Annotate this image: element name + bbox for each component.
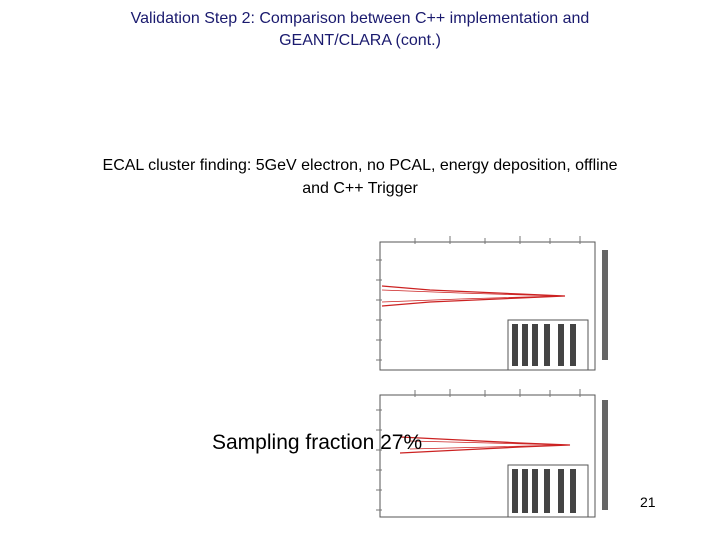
rotated-axis-label xyxy=(602,400,608,510)
top-axis-ticks xyxy=(414,389,581,397)
top-histogram-figure xyxy=(370,230,620,372)
histogram-trace-secondary xyxy=(381,289,561,303)
slide-subtitle-line1: ECAL cluster finding: 5GeV electron, no … xyxy=(102,157,618,174)
slide-title: Validation Step 2: Comparison between C+… xyxy=(60,8,660,52)
sampling-fraction-caption: Sampling fraction 27% xyxy=(212,431,423,454)
histogram-trace-secondary xyxy=(409,440,566,450)
left-axis-ticks xyxy=(376,259,382,361)
top-histogram-image xyxy=(376,236,608,371)
stats-box-glyphs xyxy=(512,324,576,366)
histogram-trace xyxy=(381,285,566,307)
plot-frame xyxy=(379,394,596,518)
page-number: 21 xyxy=(640,494,656,510)
bottom-histogram-image xyxy=(376,389,608,518)
top-axis-ticks xyxy=(414,236,581,244)
slide-title-line1: Validation Step 2: Comparison between C+… xyxy=(130,10,590,27)
plot-frame xyxy=(379,241,596,371)
slide-subtitle: ECAL cluster finding: 5GeV electron, no … xyxy=(40,154,680,200)
histogram-trace xyxy=(399,436,571,454)
rotated-axis-label xyxy=(602,250,608,360)
left-axis-ticks xyxy=(376,409,382,511)
bottom-histogram-figure xyxy=(370,385,620,520)
stats-box-glyphs xyxy=(512,469,576,513)
slide-subtitle-line2: and C++ Trigger xyxy=(302,180,418,197)
slide-title-line2: GEANT/CLARA (cont.) xyxy=(279,32,441,49)
